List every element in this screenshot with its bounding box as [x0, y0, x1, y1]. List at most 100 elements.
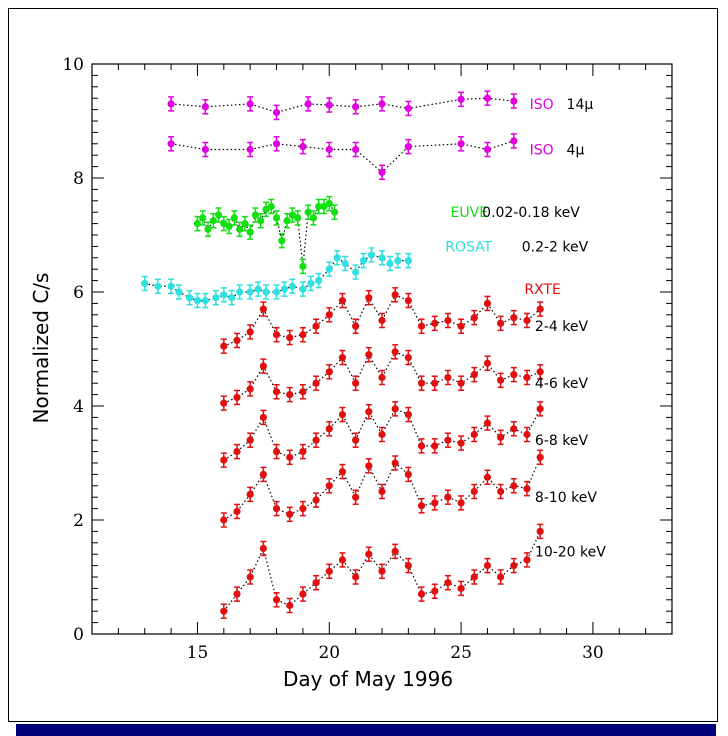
data-point [394, 257, 402, 265]
y-tick-label: 6 [73, 283, 84, 303]
x-tick-label: 30 [582, 643, 604, 663]
data-point [141, 279, 149, 288]
x-tick-label: 20 [318, 643, 340, 663]
band-annotation: 4μ [567, 143, 585, 159]
data-point [272, 388, 281, 396]
data-point [309, 214, 318, 222]
data-point [325, 265, 333, 273]
data-point [233, 448, 241, 456]
data-point [233, 507, 241, 516]
data-point [444, 493, 452, 501]
data-point [225, 222, 233, 231]
data-point [315, 277, 323, 285]
data-point [299, 388, 307, 396]
data-point [510, 371, 518, 379]
data-point [246, 328, 254, 336]
data-point [259, 544, 267, 553]
data-point [470, 314, 478, 322]
data-point [378, 430, 386, 439]
data-point [497, 433, 505, 441]
y-axis-title: Normalized C/s [29, 273, 53, 424]
data-point [404, 470, 412, 478]
data-point [391, 405, 399, 413]
data-point [378, 373, 386, 382]
data-point [470, 430, 478, 439]
data-point [497, 573, 505, 581]
data-point [167, 140, 175, 148]
band-annotation: EUVE [451, 205, 489, 221]
data-point [246, 436, 254, 444]
data-point [307, 279, 315, 288]
data-point [404, 410, 412, 419]
data-point [457, 140, 465, 148]
data-point [444, 316, 452, 325]
data-point [352, 379, 360, 387]
data-point [246, 573, 254, 581]
data-point [404, 257, 412, 265]
data-point [233, 590, 241, 598]
data-point [536, 405, 544, 413]
data-point [391, 459, 399, 467]
data-point [483, 473, 492, 481]
data-point [338, 410, 347, 419]
data-point [259, 362, 267, 370]
data-point [417, 590, 426, 598]
data-point [338, 353, 347, 362]
data-point [523, 373, 531, 382]
data-point [378, 168, 386, 176]
data-point [470, 487, 478, 496]
data-point [312, 322, 320, 330]
data-point [523, 556, 531, 564]
data-point [286, 334, 294, 342]
data-point [365, 550, 373, 558]
data-point [352, 493, 360, 501]
series [167, 133, 518, 181]
data-point [312, 579, 320, 587]
data-point [417, 442, 426, 450]
data-point [246, 100, 254, 108]
data-point [365, 408, 373, 416]
y-tick-label: 0 [73, 625, 84, 645]
data-point [233, 336, 241, 345]
data-point [378, 100, 386, 108]
data-point [325, 482, 333, 490]
data-point [299, 285, 307, 293]
data-point [510, 137, 518, 145]
band-annotation: 4-6 keV [535, 376, 589, 392]
band-annotation: 14μ [567, 97, 594, 113]
data-point [404, 143, 412, 151]
data-point [510, 482, 518, 490]
data-point [312, 496, 320, 504]
data-point [391, 291, 399, 299]
data-point [365, 351, 373, 359]
data-point [483, 145, 492, 154]
band-annotation: RXTE [524, 282, 560, 298]
data-point [417, 322, 426, 330]
data-point [220, 291, 228, 299]
data-point [228, 294, 236, 302]
data-point [510, 562, 518, 570]
data-point [378, 487, 386, 496]
data-point [391, 547, 399, 555]
data-point [483, 359, 492, 367]
data-point [185, 294, 194, 302]
x-tick-label: 15 [187, 643, 209, 663]
series [220, 523, 544, 619]
data-point [212, 294, 220, 302]
data-point [246, 145, 254, 154]
series-line [144, 254, 409, 302]
data-point [220, 220, 228, 228]
data-point [325, 425, 333, 433]
data-point [267, 202, 275, 211]
data-point [523, 485, 531, 493]
data-point [352, 145, 360, 154]
data-point [201, 296, 209, 305]
band-annotation: 6-8 keV [535, 433, 589, 449]
data-point [365, 462, 373, 470]
data-point [201, 145, 209, 154]
data-point [257, 217, 265, 225]
data-point [457, 322, 465, 330]
bottom-band [16, 724, 716, 736]
data-point [167, 282, 175, 290]
data-point [236, 288, 244, 296]
